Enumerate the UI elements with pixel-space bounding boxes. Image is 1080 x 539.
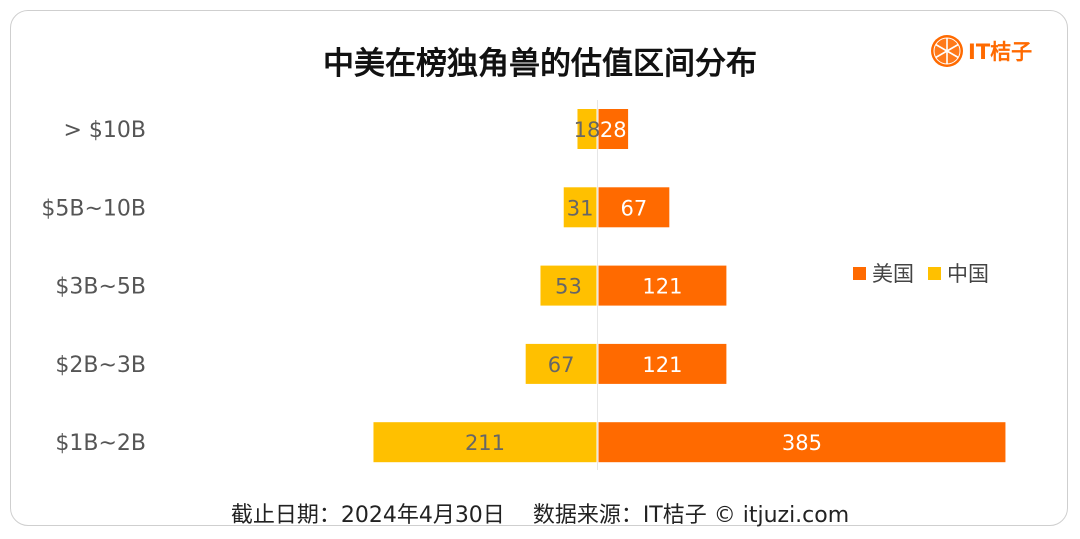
data-label-us: 121: [642, 353, 682, 377]
bar-cn: [577, 109, 597, 149]
footer-date: 截止日期：2024年4月30日: [230, 503, 505, 528]
legend-item-cn: 中国: [928, 258, 989, 288]
chart-title: 中美在榜独角兽的估值区间分布: [323, 46, 757, 82]
legend: 美国 中国: [853, 258, 989, 288]
data-label-cn: 67: [548, 353, 575, 377]
bar-cn: [540, 265, 597, 306]
legend-item-us: 美国: [853, 258, 914, 288]
bar-us: [598, 109, 629, 149]
category-label: $1B~2B: [55, 431, 146, 456]
orange-slice-icon: [931, 35, 963, 67]
category-label: $3B~5B: [55, 275, 146, 300]
data-label-us: 67: [621, 196, 648, 220]
bar-us: [598, 422, 1006, 463]
itjuzi-logo: IT桔子: [930, 34, 1032, 68]
bar-cn: [373, 422, 597, 463]
category-label: > $10B: [63, 118, 146, 143]
bar-cn: [563, 187, 597, 228]
data-label-cn: 31: [567, 196, 594, 220]
bar-us: [598, 265, 727, 306]
data-label-us: 121: [642, 275, 682, 299]
footer: 截止日期：2024年4月30日 数据来源：IT桔子 © itjuzi.com: [0, 497, 1080, 529]
logo-text: IT桔子: [968, 40, 1033, 64]
legend-swatch-cn: [928, 266, 941, 280]
category-label: $2B~3B: [55, 353, 146, 378]
data-label-cn: 211: [465, 431, 505, 455]
data-label-us: 28: [600, 118, 627, 142]
bar-us: [598, 343, 727, 384]
legend-swatch-us: [853, 266, 866, 280]
legend-label-cn: 中国: [947, 262, 989, 286]
data-label-us: 385: [782, 431, 822, 455]
footer-source: 数据来源：IT桔子 © itjuzi.com: [532, 503, 850, 528]
legend-label-us: 美国: [872, 262, 914, 286]
bar-cn: [525, 343, 597, 384]
bar-us: [598, 187, 670, 228]
category-label: $5B~10B: [41, 196, 146, 221]
data-label-cn: 53: [555, 275, 582, 299]
data-label-cn: 18: [574, 118, 601, 142]
